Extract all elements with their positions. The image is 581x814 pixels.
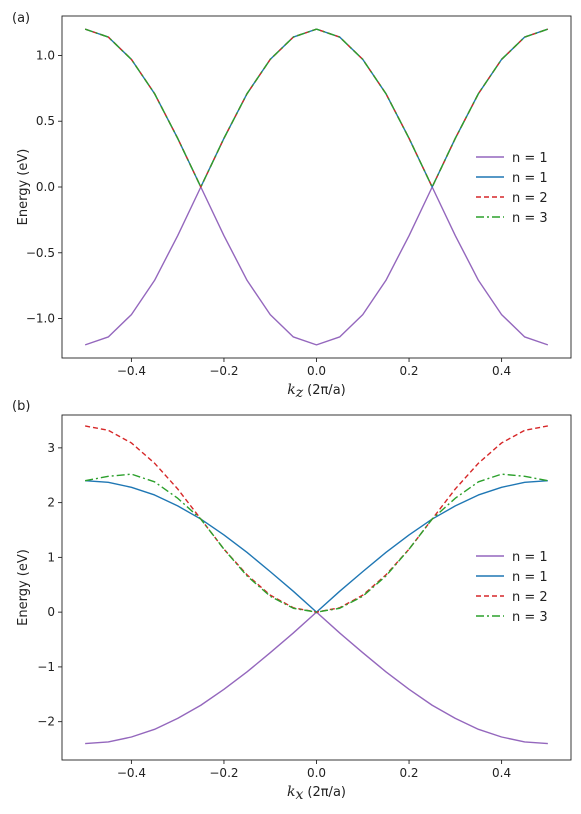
y-tick-label: 0.0 [36,180,55,194]
legend-label: n = 1 [512,151,548,166]
x-tick-label: −0.4 [117,766,146,780]
y-axis-label: Energy (eV) [16,149,31,226]
legend-label: n = 2 [512,191,548,206]
y-tick-label: −0.5 [26,246,55,260]
series-line-3 [85,473,548,613]
x-tick-label: 0.4 [492,766,511,780]
legend-label: n = 3 [512,211,548,226]
series-line-0 [85,611,548,745]
legend: n = 1 n = 1 n = 2 n = 3 [476,151,548,226]
x-axis-label: kz (2π/a) [287,382,345,401]
y-tick-label: 3 [47,441,55,455]
series-line-2 [85,425,548,613]
series-line-2 [84,28,549,188]
plot-frame [61,15,572,359]
series-line-0 [84,186,549,346]
x-tick-label: −0.2 [209,364,238,378]
y-tick-label: 2 [47,496,55,510]
series-line-3 [84,28,549,188]
x-axis-label: kx (2π/a) [287,784,346,803]
chart-panel-a: (a) −0.4 −0.2 0.0 0.2 0.4 −1.0 −0.5 0.0 0.5 1.0 kz(… [12,11,572,401]
legend-label: n = 1 [512,550,548,565]
y-tick-label: 0 [47,605,55,619]
x-tick-label: −0.2 [209,766,238,780]
y-tick-label: −2 [37,715,55,729]
x-tick-label: 0.0 [307,364,326,378]
series-line-1 [84,28,549,188]
y-tick-label: 0.5 [36,114,55,128]
x-tick-label: 0.2 [399,766,418,780]
series-line-1 [85,480,548,613]
y-tick-label: −1 [37,660,55,674]
y-tick-label: 1.0 [36,48,55,62]
chart-panel-b: (b) −0.4 −0.2 0.0 0.2 0.4 −2 −1 0 1 2 3 kx (2π/a) Ener… [12,399,572,803]
panel-label: (b) [12,399,30,414]
legend-label: n = 1 [512,171,548,186]
legend-label: n = 1 [512,570,548,585]
legend: n = 1 n = 1 n = 2 n = 3 [476,550,548,625]
y-tick-label: −1.0 [26,312,55,326]
legend-label: n = 2 [512,590,548,605]
y-axis-label: Energy (eV) [16,549,31,626]
y-tick-label: 1 [47,550,55,564]
legend-label: n = 3 [512,610,548,625]
x-tick-label: 0.4 [492,364,511,378]
x-tick-label: −0.4 [117,364,146,378]
panel-label: (a) [12,11,30,26]
plot-frame [61,414,572,761]
x-tick-label: 0.2 [399,364,418,378]
x-tick-label: 0.0 [307,766,326,780]
